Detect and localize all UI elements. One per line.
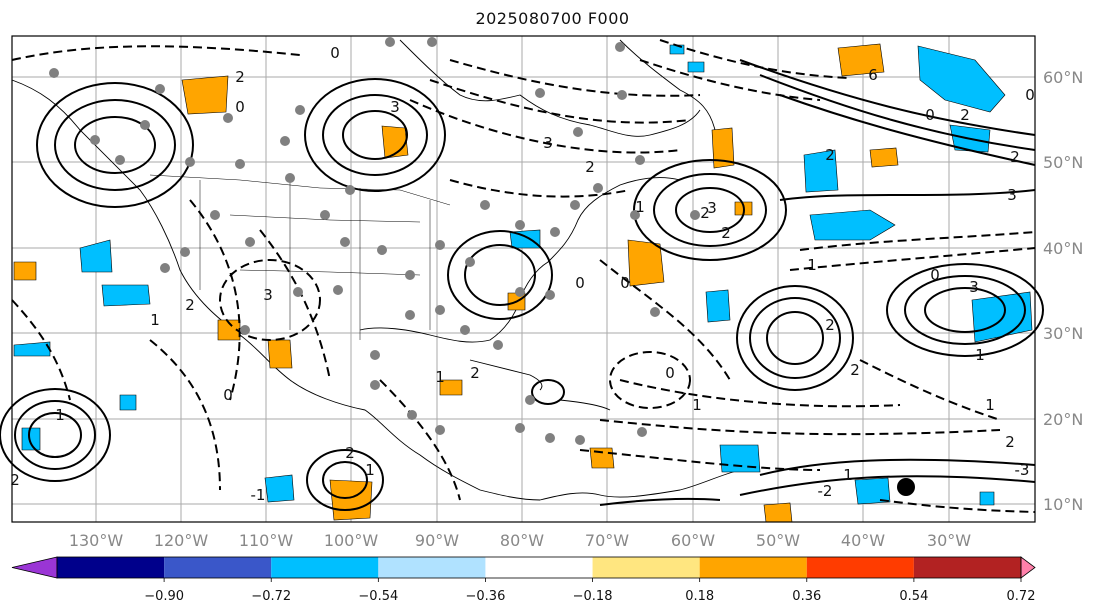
- contour-label: 2: [825, 146, 835, 164]
- latitude-label: 60°N: [1043, 68, 1083, 87]
- colorbar-segment: [271, 557, 379, 578]
- map-title: 2025080700 F000: [475, 9, 630, 28]
- map-frame: [11, 35, 1036, 523]
- dashed-contours: [11, 39, 1036, 513]
- contour-label: 3: [543, 134, 553, 152]
- storm-center-marker: [897, 478, 915, 496]
- longitude-label: 110°W: [239, 531, 294, 550]
- longitude-label: 30°W: [927, 531, 971, 550]
- colorbar-tick-label: −0.18: [573, 589, 613, 604]
- colorbar-segment: [378, 557, 486, 578]
- contour-label: 2: [721, 224, 731, 242]
- colorbar-tick-label: 0.36: [792, 589, 821, 604]
- contour-label: 0: [1025, 86, 1035, 104]
- colorbar-min-arrow: [11, 556, 58, 579]
- contour-label: 3: [969, 278, 979, 296]
- contour-label: 1: [435, 368, 445, 386]
- contour-label: 2: [960, 106, 970, 124]
- colorbar-segment: [485, 557, 593, 578]
- contour-label: 2: [1005, 433, 1015, 451]
- contour-label: 1: [150, 311, 160, 329]
- longitude-label: 50°W: [756, 531, 800, 550]
- contour-label: 1: [55, 406, 65, 424]
- colorbar-segment: [57, 557, 165, 578]
- latitude-label: 40°N: [1043, 239, 1083, 258]
- contour-label: 3: [1007, 186, 1017, 204]
- contour-label: 0: [620, 274, 630, 292]
- contour-label: 1: [807, 256, 817, 274]
- latitude-labels: 60°N 50°N 40°N 30°N 20°N 10°N: [1043, 68, 1083, 514]
- contour-label: 2: [825, 316, 835, 334]
- longitude-label: 90°W: [415, 531, 459, 550]
- contour-label: 3: [707, 199, 717, 217]
- contour-label: 1: [365, 461, 375, 479]
- contour-label: 2: [1010, 148, 1020, 166]
- contour-label: 2: [345, 444, 355, 462]
- contour-label: -1: [251, 486, 266, 504]
- colorbar-segment: [913, 557, 1021, 578]
- colorbar-tick-label: 0.54: [899, 589, 928, 604]
- latitude-label: 50°N: [1043, 153, 1083, 172]
- longitude-label: 130°W: [69, 531, 124, 550]
- colorbar-segment: [592, 557, 700, 578]
- latitude-label: 10°N: [1043, 495, 1083, 514]
- contour-label: 3: [390, 98, 400, 116]
- longitude-label: 120°W: [154, 531, 209, 550]
- contour-label: 0: [235, 98, 245, 116]
- contour-label: 2: [850, 361, 860, 379]
- colorbar-tick-label: −0.90: [144, 589, 184, 604]
- contour-label: 2: [235, 68, 245, 86]
- contour-label: 1: [843, 466, 853, 484]
- colorbar-tick-label: −0.54: [358, 589, 398, 604]
- contour-label: 0: [665, 364, 675, 382]
- colorbar-max-arrow: [1020, 556, 1036, 579]
- latitude-label: 20°N: [1043, 410, 1083, 429]
- contour-label: 1: [985, 396, 995, 414]
- political-boundaries: [149, 174, 451, 340]
- contour-label: 3: [263, 286, 273, 304]
- contour-label: -2: [818, 482, 833, 500]
- contour-label: 0: [930, 266, 940, 284]
- colorbar-tick-label: 0.72: [1007, 589, 1036, 604]
- contour-label: 0: [925, 106, 935, 124]
- contour-label: 2: [185, 296, 195, 314]
- contour-label: 2: [470, 364, 480, 382]
- colorbar-segment: [699, 557, 807, 578]
- negative-anomaly-shading: [13, 44, 1033, 506]
- contour-label: 6: [868, 66, 878, 84]
- contour-label: 1: [635, 198, 645, 216]
- contour-label: 0: [330, 44, 340, 62]
- contour-label: 2: [10, 471, 20, 489]
- longitude-label: 70°W: [585, 531, 629, 550]
- solid-contours: [0, 59, 1044, 511]
- map-background: [12, 36, 1035, 522]
- latitude-label: 30°N: [1043, 324, 1083, 343]
- longitude-label: 80°W: [500, 531, 544, 550]
- colorbar-segment: [806, 557, 914, 578]
- longitude-label: 60°W: [671, 531, 715, 550]
- contour-label: 1: [975, 346, 985, 364]
- longitude-labels: 130°W 120°W 110°W 100°W 90°W 80°W 70°W 60°W 50°W…: [69, 531, 971, 550]
- colorbar-tick-label: −0.36: [466, 589, 506, 604]
- contour-label: 1: [692, 396, 702, 414]
- contour-label: 2: [700, 204, 710, 222]
- colorbar-tick-label: −0.72: [251, 589, 291, 604]
- colorbar-segment: [164, 557, 272, 578]
- longitude-label: 40°W: [841, 531, 885, 550]
- longitude-label: 100°W: [324, 531, 379, 550]
- colorbar: [11, 556, 1036, 579]
- contour-label: 0: [575, 274, 585, 292]
- observation-stations: [49, 37, 700, 445]
- contour-label: 0: [223, 386, 233, 404]
- contour-label: -3: [1015, 461, 1030, 479]
- lat-lon-grid: [12, 36, 1035, 522]
- contour-label: 2: [585, 158, 595, 176]
- colorbar-tick-labels: −0.90 −0.72 −0.54 −0.36 −0.18 0.18 0.36 0.54 0.7…: [144, 578, 1036, 604]
- colorbar-outline: [56, 556, 1022, 579]
- colorbar-tick-label: 0.18: [685, 589, 714, 604]
